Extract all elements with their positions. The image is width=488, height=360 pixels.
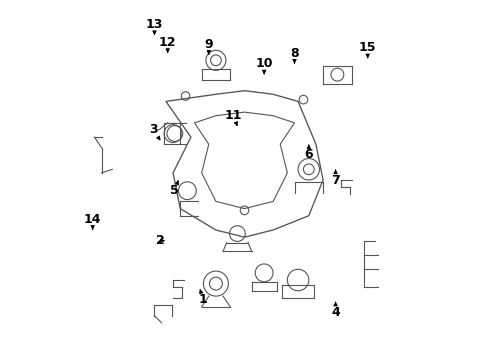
Text: 10: 10 [255, 57, 272, 74]
Text: 6: 6 [304, 145, 312, 162]
Text: 4: 4 [330, 302, 339, 319]
Text: 9: 9 [204, 38, 213, 54]
Text: 5: 5 [170, 181, 179, 197]
Text: 11: 11 [224, 109, 242, 126]
Text: 2: 2 [156, 234, 164, 247]
Text: 13: 13 [145, 18, 163, 34]
Text: 15: 15 [358, 41, 376, 58]
Text: 8: 8 [289, 47, 298, 63]
Text: 14: 14 [84, 213, 101, 229]
Text: 12: 12 [159, 36, 176, 52]
Text: 3: 3 [149, 123, 160, 140]
Text: 7: 7 [330, 170, 339, 186]
Text: 1: 1 [199, 290, 207, 306]
